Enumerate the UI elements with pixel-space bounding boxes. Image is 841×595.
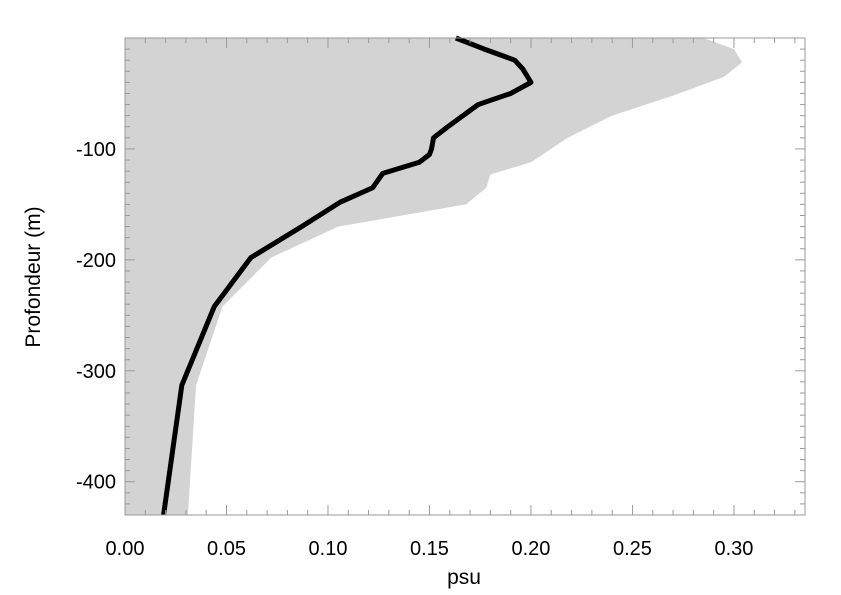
y-tick-label: -200 [76,250,116,272]
x-tick-label: 0.05 [207,538,246,560]
axis-ticks-layer [124,38,805,516]
mean-profile-line [161,35,534,516]
x-tick-label: 0.30 [714,538,753,560]
mean-profile-line-layer [161,35,534,516]
x-tick-label: 0.20 [512,538,551,560]
x-tick-label: 0.00 [106,538,145,560]
shaded-range-band-layer [125,38,743,515]
y-tick-label: -300 [76,361,116,383]
x-axis-title: psu [447,566,481,589]
y-tick-label: -100 [76,139,116,161]
x-tick-labels: 0.00 0.05 0.10 0.15 0.20 0.25 0.30 [106,538,754,560]
range-band-area [125,38,743,515]
x-tick-label: 0.15 [410,538,449,560]
plot-frame-layer [124,37,806,516]
y-tick-labels: -100 -200 -300 -400 [76,139,116,494]
x-tick-label: 0.25 [613,538,652,560]
y-tick-label: -400 [76,472,116,494]
x-tick-label: 0.10 [309,538,348,560]
plot-frame [124,37,806,516]
y-axis-title: Profondeur (m) [22,206,45,347]
